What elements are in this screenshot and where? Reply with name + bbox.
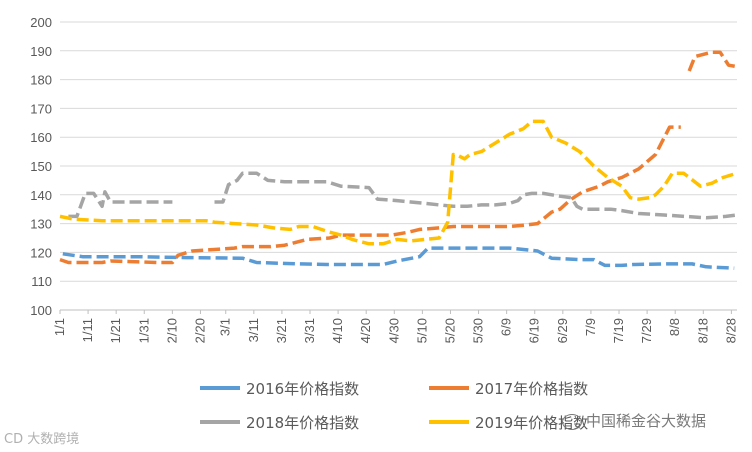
watermark-right: 中国稀金谷大数据 — [562, 410, 706, 431]
x-tick-label: 7/19 — [611, 318, 626, 343]
legend-label: 2019年价格指数 — [475, 414, 588, 432]
series-lines — [59, 50, 738, 270]
x-tick-label: 8/8 — [667, 318, 682, 336]
watermark-right-text: 中国稀金谷大数据 — [586, 412, 707, 430]
y-tick-label: 100 — [30, 303, 52, 318]
x-tick-label: 7/29 — [639, 318, 654, 343]
series-line-5 — [59, 119, 738, 246]
series-line-1 — [59, 125, 681, 265]
y-tick-label: 110 — [31, 274, 52, 289]
legend-label: 2017年价格指数 — [475, 380, 588, 398]
x-tick-label: 4/20 — [358, 318, 373, 343]
x-tick-label: 2/10 — [164, 318, 179, 343]
y-tick-label: 200 — [30, 15, 52, 30]
legend: 2016年价格指数 2017年价格指数 2018年价格指数 2019年价格指数 — [200, 380, 588, 432]
y-tick-label: 150 — [30, 159, 52, 174]
x-axis — [59, 309, 737, 314]
x-tick-label: 8/18 — [695, 318, 710, 343]
y-tick-label: 190 — [30, 44, 52, 59]
x-tick-label: 1/21 — [108, 318, 123, 343]
x-tick-label: 3/31 — [302, 318, 317, 343]
x-tick-label: 8/28 — [723, 318, 738, 343]
series-line-4 — [214, 171, 738, 220]
series-line-2 — [687, 50, 738, 72]
series-line-0 — [62, 246, 735, 270]
x-tick-label: 5/10 — [414, 318, 429, 343]
x-tick-label: 5/30 — [471, 318, 486, 343]
watermark-left: CD 大数跨境 — [4, 432, 80, 447]
x-tick-label: 1/31 — [136, 318, 151, 343]
x-tick-label: 1/1 — [52, 318, 67, 336]
legend-label: 2018年价格指数 — [246, 414, 359, 432]
x-tick-label: 3/21 — [274, 318, 289, 343]
x-tick-label: 6/19 — [527, 318, 542, 343]
gridlines — [60, 21, 737, 311]
wechat-icon — [562, 413, 582, 430]
y-tick-label: 130 — [30, 217, 52, 232]
x-tick-label: 5/20 — [442, 318, 457, 343]
x-tick-label: 1/11 — [80, 318, 95, 342]
x-tick-label: 2/20 — [192, 318, 207, 343]
x-tick-label: 4/10 — [330, 318, 345, 343]
y-tick-label: 170 — [30, 101, 52, 116]
x-tick-label: 6/9 — [499, 318, 514, 336]
series-line-3 — [68, 190, 173, 219]
legend-label: 2016年价格指数 — [246, 380, 359, 398]
y-tick-label: 120 — [30, 245, 52, 260]
y-tick-label: 160 — [30, 130, 52, 145]
y-tick-label: 180 — [30, 73, 52, 88]
x-tick-label: 6/29 — [555, 318, 570, 343]
x-tick-label: 7/9 — [583, 318, 598, 336]
x-tick-label: 4/30 — [386, 318, 401, 343]
y-axis-tick-labels: 100 110 120 130 140 150 160 170 180 190 200 — [30, 15, 52, 318]
y-tick-label: 140 — [30, 188, 52, 203]
x-tick-label: 3/11 — [246, 318, 261, 342]
x-axis-tick-labels: 1/1 1/11 1/21 1/31 2/10 2/20 3/1 3/11 3/21 3/31 4/… — [52, 318, 738, 343]
x-tick-label: 3/1 — [218, 318, 233, 336]
